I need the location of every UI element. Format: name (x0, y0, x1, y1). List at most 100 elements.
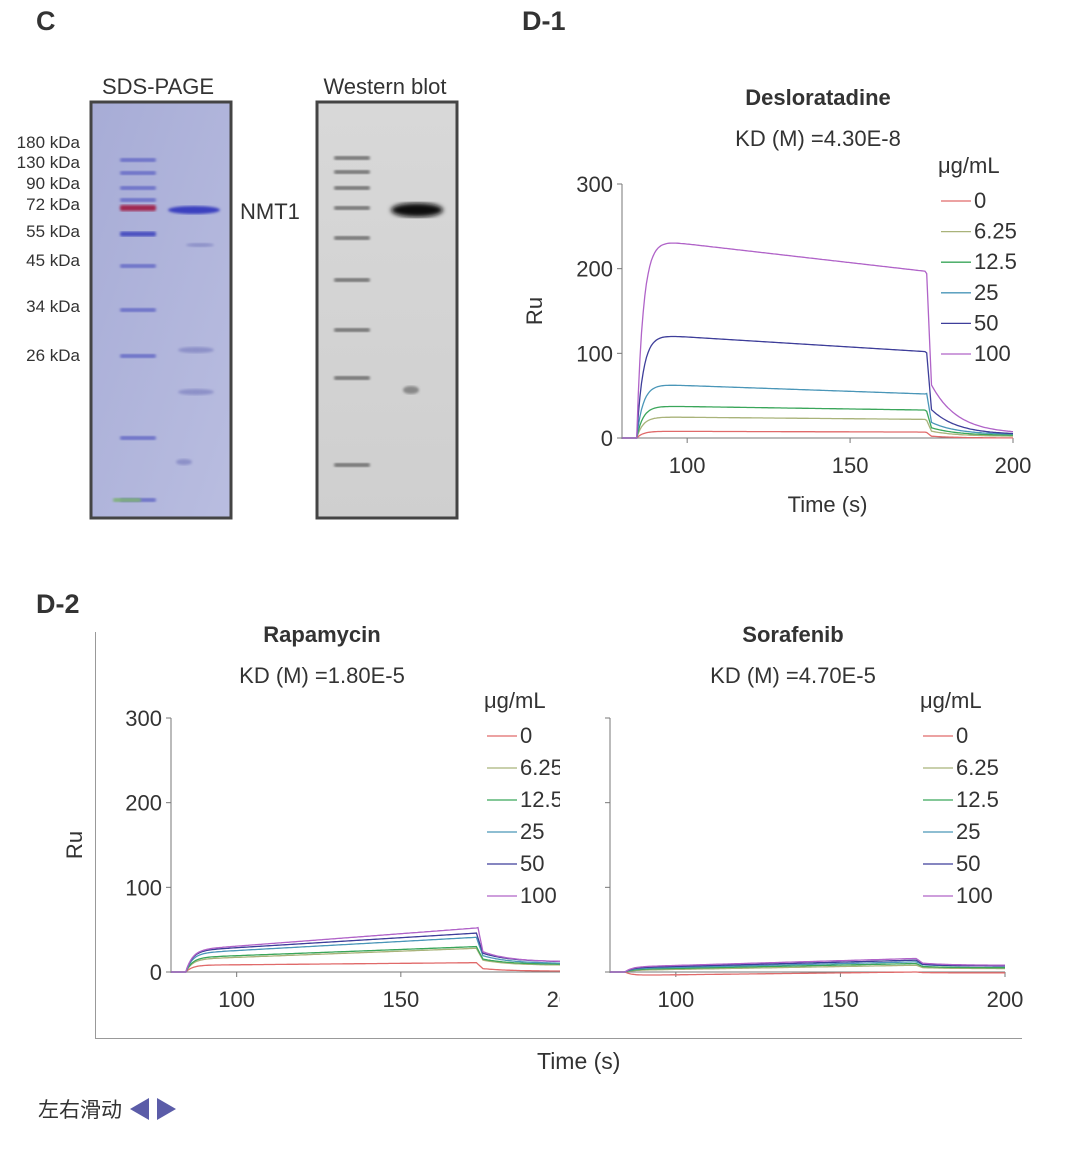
y-axis-label: Ru (522, 297, 547, 325)
chart-subtitle: KD (M) =4.70E-5 (710, 663, 876, 688)
y-tick-label: 200 (125, 791, 162, 816)
panel-label-d1: D-1 (522, 6, 566, 36)
ladder-band (113, 498, 141, 502)
marker-label: 55 kDa (26, 222, 80, 241)
x-tick-label: 100 (669, 453, 706, 478)
wb-ladder-band (334, 376, 370, 380)
faint-band (178, 389, 214, 395)
series-line-6.25 (171, 947, 560, 973)
legend-label: 6.25 (956, 755, 999, 780)
legend-label: 25 (956, 819, 980, 844)
legend-title: μg/mL (938, 153, 1000, 178)
series-line-0 (622, 430, 1013, 439)
series-line-100 (171, 926, 560, 973)
wb-ladder-band (334, 170, 370, 174)
faint-band (176, 459, 192, 465)
series-line-6.25 (622, 416, 1013, 439)
d2-x-axis-label: Time (s) (537, 1048, 621, 1074)
faint-band (186, 243, 214, 247)
x-tick-label: 200 (987, 987, 1024, 1012)
marker-label: 130 kDa (17, 153, 81, 172)
legend-label: 100 (520, 883, 557, 908)
scroll-right-icon[interactable] (157, 1098, 176, 1120)
series-line-6.25 (610, 964, 1005, 973)
legend-label: 6.25 (520, 755, 560, 780)
x-tick-label: 100 (218, 987, 255, 1012)
wb-ladder-band (334, 463, 370, 467)
y-tick-label: 300 (125, 706, 162, 731)
legend-title: μg/mL (484, 688, 546, 713)
ladder-band (120, 264, 156, 268)
marker-label: 72 kDa (26, 195, 80, 214)
legend-label: 0 (974, 188, 986, 213)
western-blot-membrane (315, 100, 459, 520)
chart-sorafenib: Sorafenib KD (M) =4.70E-5 100 150 200 μg/mL 0 6… (605, 622, 1024, 1012)
series-line-12.5 (622, 405, 1013, 439)
legend-label: 6.25 (974, 219, 1017, 244)
scroll-hint-text: 左右滑动 (38, 1098, 122, 1122)
marker-label: 34 kDa (26, 297, 80, 316)
panel-label-c: C (36, 6, 56, 36)
series-line-50 (610, 959, 1005, 973)
y-tick-label: 0 (150, 960, 162, 985)
chart-title: Rapamycin (263, 622, 380, 647)
chart-title: Sorafenib (742, 622, 843, 647)
marker-label: 90 kDa (26, 174, 80, 193)
x-tick-label: 150 (822, 987, 859, 1012)
y-tick-label: 100 (576, 341, 613, 366)
y-tick-label: 100 (125, 875, 162, 900)
series-line-25 (622, 384, 1014, 439)
x-axis-label: Time (s) (788, 492, 868, 517)
ladder-band (120, 231, 156, 237)
ladder-band (120, 198, 156, 202)
legend-label: 0 (956, 723, 968, 748)
chart-subtitle: KD (M) =4.30E-8 (735, 126, 901, 151)
series-line-100 (622, 242, 1014, 439)
chart-rapamycin: Rapamycin KD (M) =1.80E-5 0 100 200 300 100 150… (62, 622, 560, 1012)
series-line-0 (171, 962, 560, 973)
series-line-12.5 (610, 962, 1005, 973)
legend-label: 50 (520, 851, 544, 876)
chart-subtitle: KD (M) =1.80E-5 (239, 663, 405, 688)
legend-label: 12.5 (974, 249, 1017, 274)
x-tick-label: 150 (832, 453, 869, 478)
legend-label: 50 (974, 310, 998, 335)
wb-ladder-band (334, 328, 370, 332)
legend-label: 100 (956, 883, 993, 908)
chart-desloratadine: Desloratadine KD (M) =4.30E-8 0 100 200 300 10… (522, 85, 1032, 517)
wb-ladder-band (334, 278, 370, 282)
x-tick-label: 200 (995, 453, 1032, 478)
faint-wb-band (403, 386, 419, 394)
x-tick-label: 200 (547, 987, 560, 1012)
legend-title: μg/mL (920, 688, 982, 713)
sds-page-title: SDS-PAGE (102, 74, 214, 99)
series-line-25 (171, 936, 560, 973)
nmt1-wb-band (391, 203, 443, 217)
ladder-band (120, 205, 156, 211)
series-line-12.5 (171, 945, 560, 973)
sds-bands (113, 158, 220, 502)
legend-label: 12.5 (520, 787, 560, 812)
d2-frame-left (95, 632, 96, 1039)
chart-title: Desloratadine (745, 85, 891, 110)
faint-band (178, 347, 214, 353)
y-tick-label: 300 (576, 172, 613, 197)
ladder-band (120, 354, 156, 358)
ladder-band (120, 171, 156, 175)
series-line-100 (610, 957, 1005, 973)
scroll-left-icon[interactable] (130, 1098, 149, 1120)
legend-label: 12.5 (956, 787, 999, 812)
y-tick-label: 0 (601, 426, 613, 451)
wb-ladder-band (334, 236, 370, 240)
x-tick-label: 150 (382, 987, 419, 1012)
legend-label: 25 (520, 819, 544, 844)
legend-label: 0 (520, 723, 532, 748)
ladder-band (120, 186, 156, 190)
western-blot-title: Western blot (323, 74, 446, 99)
marker-label: 180 kDa (17, 133, 81, 152)
series-line-0 (610, 971, 1005, 976)
nmt1-sds-band (168, 206, 220, 214)
wb-ladder-band (334, 186, 370, 190)
